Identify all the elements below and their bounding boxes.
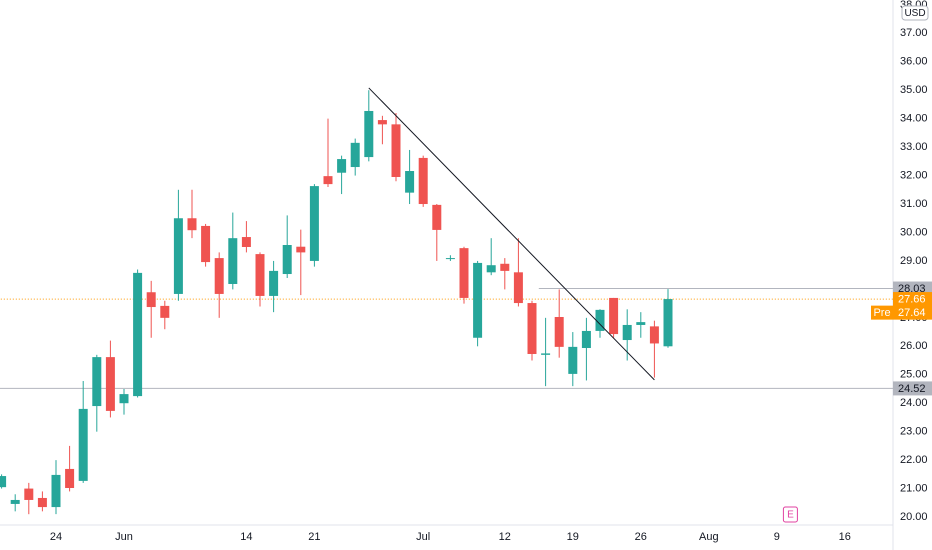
x-tick-label: Jun [115,531,133,543]
x-tick-label: 21 [308,531,320,543]
x-tick-label: 24 [50,531,62,543]
plot-area [0,87,893,515]
price-label: 27.66 [898,293,926,305]
candle-body [51,474,61,508]
price-label-box [893,381,932,396]
price-label: 28.03 [898,283,926,295]
candle-body [269,270,279,296]
candle-body [146,292,156,308]
candle-body [241,237,251,247]
trendline [368,87,655,381]
price-label: 24.52 [898,383,926,395]
premarket-label: 27.64 [898,307,926,319]
y-tick-label: 23.00 [900,426,928,438]
y-tick-label: 32.00 [900,169,928,181]
y-tick-label: 38.00 [900,0,928,11]
candle-body [337,159,347,173]
candle-body [405,171,415,193]
candle-body [595,309,605,331]
candle-body [445,258,455,260]
premarket-tag-box [871,305,893,320]
candle-body [377,120,387,125]
price-label-box [893,281,932,296]
x-tick-label: 12 [499,531,511,543]
premarket-tag: Pre [873,307,890,319]
y-tick-label: 22.00 [900,454,928,466]
candle-body [0,476,7,488]
candle-body [296,246,306,253]
currency: USD [904,8,925,19]
candle-body [459,248,469,298]
premarket-label-box [893,305,932,320]
candle-body [201,225,211,263]
x-tick-label: 9 [774,531,780,543]
candle-body [622,324,632,341]
candle-body [663,299,673,347]
y-tick-label: 24.00 [900,397,928,409]
candle-body [350,142,360,168]
candle-body [323,176,333,185]
x-tick-label: Aug [699,531,719,543]
candle-body [228,238,238,284]
earnings-marker [782,506,798,523]
y-tick-label: 25.00 [900,369,928,381]
y-tick-label: 33.00 [900,141,928,153]
currency-box [901,5,929,21]
y-tick-label: 34.00 [900,113,928,125]
candle-body [649,326,659,344]
candle-body [37,497,47,508]
x-tick-label: Jul [416,531,430,543]
candle-body [282,245,292,275]
x-tick-label: 14 [240,531,252,543]
y-tick-label: 35.00 [900,84,928,96]
y-tick-label: 37.00 [900,27,928,39]
candle-body [173,218,183,294]
y-tick-label: 29.00 [900,255,928,267]
candle-body [364,110,374,158]
candle-body [78,408,88,481]
x-tick-label: 19 [567,531,579,543]
axes: 20.0021.0022.0023.0024.0025.0026.0027.00… [50,0,928,543]
x-tick-label: 26 [635,531,647,543]
candle-body [636,322,646,325]
candle-body [500,263,510,271]
price-label-box [893,292,932,307]
candle-body [214,258,224,294]
candle-body [418,157,428,205]
candle-body [187,218,197,231]
candle-body [160,305,170,318]
candle-body [568,346,578,374]
candle-body [65,468,75,489]
candle-body [255,254,265,296]
y-tick-label: 26.00 [900,340,928,352]
candle-body [105,357,115,411]
candle-body [92,357,102,407]
y-tick-label: 20.00 [900,511,928,523]
candle-body [309,186,319,261]
y-tick-label: 21.00 [900,482,928,494]
candle-body [581,330,591,349]
x-tick-label: 16 [839,531,851,543]
candle-body [513,272,523,304]
candle-body [486,265,496,273]
candle-body [541,353,551,355]
candle-body [133,272,143,397]
candle-body [432,204,442,230]
y-tick-label: 30.00 [900,226,928,238]
candle-body [554,316,564,347]
candle-body [119,394,129,404]
y-tick-label: 36.00 [900,56,928,68]
candle-body [527,303,537,354]
candle-body [391,124,401,177]
earnings-label: E [787,510,794,521]
candle-body [609,297,619,335]
candle-body [24,488,34,500]
y-tick-label: 31.00 [900,198,928,210]
candle-body [473,262,483,338]
candle-body [10,499,20,504]
